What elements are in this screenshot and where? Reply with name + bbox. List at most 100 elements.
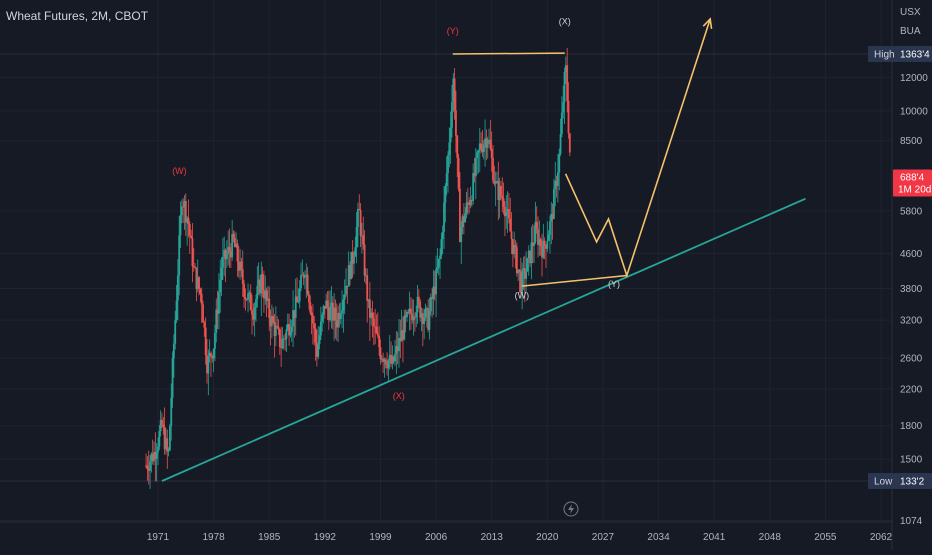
candle-body: [220, 267, 223, 280]
y-tick-label: 4600: [900, 249, 923, 260]
candle-body: [375, 327, 378, 334]
y-tick-label: 5800: [900, 206, 923, 217]
candle: [461, 214, 464, 235]
candle: [208, 339, 211, 363]
candle-body: [284, 338, 287, 340]
candle-body: [486, 139, 489, 148]
candle: [333, 293, 336, 341]
candle: [486, 136, 489, 159]
chart-title: Wheat Futures, 2M, CBOT: [6, 9, 149, 23]
candle-body: [391, 356, 394, 364]
candle: [519, 257, 522, 298]
candle-body: [223, 250, 226, 257]
candle-body: [386, 364, 388, 369]
candle-body: [403, 315, 406, 340]
candle-body: [505, 212, 508, 217]
candle: [358, 194, 361, 211]
candle: [563, 67, 566, 125]
candle-body: [445, 173, 448, 187]
candle: [267, 285, 269, 309]
candle: [215, 298, 218, 343]
candle-body: [175, 300, 178, 321]
candle: [451, 84, 453, 138]
candle-body: [162, 424, 165, 427]
candle: [292, 290, 294, 347]
candle: [523, 255, 526, 303]
trendline[interactable]: [161, 197, 806, 482]
candle-body: [323, 306, 326, 309]
candle-body: [535, 221, 538, 229]
candle: [256, 265, 259, 308]
level-value-box: [894, 473, 932, 489]
candle: [175, 284, 178, 324]
candle-body: [525, 271, 528, 279]
price-axis[interactable]: 12000 10000 8500 5800 4600 3800 3200 2600 2200 18…: [900, 73, 928, 527]
candle-body: [277, 326, 280, 330]
candle-body: [318, 335, 321, 345]
candle-body: [343, 294, 346, 300]
candle: [387, 358, 390, 383]
candle: [330, 285, 333, 329]
candle-body: [511, 239, 514, 255]
candle: [399, 319, 402, 359]
candle: [241, 250, 244, 297]
projection-path[interactable]: [564, 18, 711, 279]
candle: [497, 161, 500, 221]
candle: [517, 269, 520, 281]
candle: [268, 286, 271, 332]
candle-body: [174, 320, 177, 344]
candle-body: [310, 312, 313, 316]
candle: [172, 334, 175, 378]
y-tick-label: 2600: [900, 354, 923, 365]
candle-body: [395, 345, 398, 354]
candle-body: [252, 314, 255, 320]
candle-body: [285, 329, 288, 339]
candle-body: [161, 419, 163, 425]
candle: [252, 303, 255, 326]
candle-body: [568, 133, 571, 153]
candle-body: [265, 290, 268, 301]
candle: [455, 90, 457, 153]
candle-body: [411, 314, 414, 321]
candle: [542, 223, 545, 260]
candle-body: [351, 252, 354, 264]
candle-body: [480, 143, 482, 149]
candle-body: [204, 327, 207, 356]
candle-body: [406, 311, 408, 318]
candle: [509, 197, 512, 232]
candle: [441, 225, 444, 254]
channel-line[interactable]: [521, 274, 627, 287]
candle-body: [376, 333, 379, 336]
candle-body: [534, 221, 537, 243]
candle-body: [523, 268, 526, 279]
candle-body: [319, 321, 322, 336]
candle: [316, 329, 318, 367]
candle: [500, 180, 502, 201]
candle: [392, 355, 395, 365]
candle: [390, 341, 392, 368]
candle: [345, 268, 347, 297]
candle-body: [212, 348, 215, 359]
candle: [244, 288, 247, 311]
candle: [239, 249, 241, 280]
candle: [530, 226, 533, 280]
channel-line[interactable]: [452, 52, 565, 55]
candle: [229, 243, 232, 268]
candle-body: [462, 216, 465, 222]
candle-body: [218, 292, 220, 314]
candle-body: [316, 342, 318, 357]
wave-label: (X): [393, 391, 405, 401]
x-tick-label: 1992: [314, 532, 337, 543]
candle-body: [539, 239, 542, 247]
candle-body: [260, 274, 263, 294]
candle: [214, 324, 216, 362]
candle-body: [378, 335, 381, 348]
candle: [297, 288, 300, 304]
candle-body: [155, 452, 158, 459]
candle-body: [313, 323, 316, 329]
candle: [199, 287, 202, 303]
candle: [296, 277, 298, 303]
lightning-icon[interactable]: [563, 501, 579, 517]
